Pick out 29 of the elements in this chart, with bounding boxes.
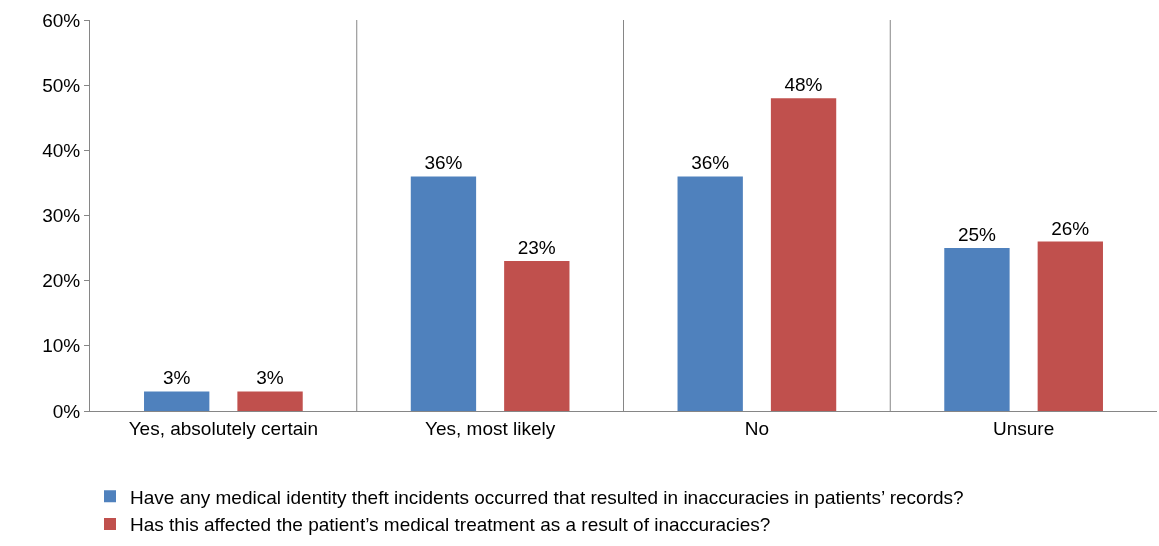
- y-tick-label: 10%: [42, 335, 81, 357]
- x-tick-label: Yes, absolutely certain: [128, 417, 319, 439]
- bar: [770, 98, 837, 411]
- data-label: 3%: [162, 367, 191, 389]
- bar: [410, 176, 477, 411]
- y-tick-label: 0%: [52, 400, 81, 422]
- y-tick-label: 20%: [42, 270, 81, 292]
- bar: [237, 391, 303, 411]
- y-tick-label: 40%: [42, 139, 81, 161]
- y-tick-label: 50%: [42, 74, 81, 96]
- x-tick-label: No: [744, 417, 770, 439]
- x-tick-label: Yes, most likely: [425, 417, 556, 439]
- legend-label: Has this affected the patient’s medical treatment as a result of inaccuracies?: [130, 514, 771, 536]
- legend-label: Have any medical identity theft incidents occurred that resulted in inaccuracies in patients’ records?: [130, 486, 964, 508]
- data-label: 36%: [691, 152, 730, 174]
- bar: [677, 176, 743, 411]
- data-label: 3%: [256, 367, 284, 389]
- bar: [944, 248, 1010, 411]
- data-label: 26%: [1051, 217, 1090, 239]
- bar: [144, 391, 210, 411]
- y-tick-label: 60%: [42, 9, 81, 31]
- data-label: 36%: [424, 152, 463, 174]
- data-label: 48%: [784, 74, 823, 96]
- x-tick-label: Unsure: [993, 417, 1055, 439]
- data-label: 23%: [517, 237, 556, 259]
- bar: [1037, 241, 1103, 411]
- bar: [504, 261, 570, 411]
- y-tick-label: 30%: [42, 205, 81, 227]
- data-label: 25%: [957, 224, 997, 246]
